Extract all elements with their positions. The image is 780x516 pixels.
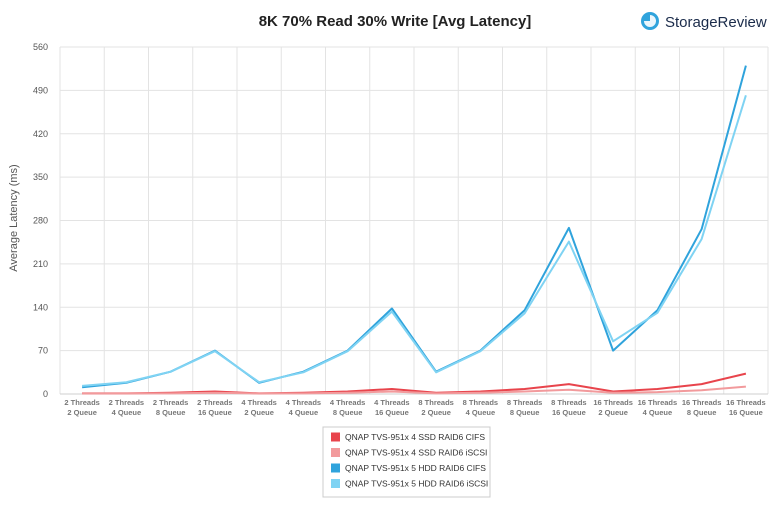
legend-label: QNAP TVS-951x 5 HDD RAID6 CIFS [345,463,486,473]
y-tick-label: 490 [33,85,48,95]
legend-swatch [331,432,340,442]
x-tick-label: 2 Threads 4 Queue [109,398,144,417]
y-tick-label: 280 [33,216,48,226]
x-tick-label: 16 Threads 4 Queue [638,398,678,417]
legend-swatch [331,448,340,457]
legend-swatch [331,463,340,473]
x-tick-label: 4 Threads 16 Queue [374,398,409,417]
brand-logo: StorageReview [641,12,767,31]
x-tick-label: 4 Threads 4 Queue [286,398,321,417]
legend-label: QNAP TVS-951x 5 HDD RAID6 iSCSI [345,479,488,489]
grid [59,46,769,395]
legend-box [322,426,491,498]
x-tick-label: 8 Threads 4 Queue [463,398,498,417]
chart-title: 8K 70% Read 30% Write [Avg Latency] [259,13,532,30]
x-tick-label: 16 Threads 2 Queue [593,398,633,417]
x-tick-label: 8 Threads 8 Queue [507,398,542,417]
x-tick-label: 2 Threads 2 Queue [64,398,99,417]
y-tick-label: 560 [33,42,48,52]
x-tick-label: 8 Threads 2 Queue [418,398,453,417]
y-tick-label: 140 [33,302,48,312]
x-tick-label: 4 Threads 2 Queue [241,398,276,417]
legend-label: QNAP TVS-951x 4 SSD RAID6 iSCSI [345,448,487,458]
legend-label: QNAP TVS-951x 4 SSD RAID6 CIFS [345,432,485,442]
y-tick-label: 350 [33,172,48,182]
y-tick-label: 420 [33,129,48,139]
series-lines [82,65,747,395]
y-axis-ticks: 0 70 140 210 280 350 420 490 560 [33,42,48,399]
y-tick-label: 0 [43,389,48,399]
x-tick-label: 4 Threads 8 Queue [330,398,365,417]
x-tick-label: 8 Threads 16 Queue [551,398,586,417]
legend-swatch [331,479,340,488]
x-tick-label: 2 Threads 8 Queue [153,398,188,417]
brand-name: StorageReview [665,14,767,31]
x-tick-label: 2 Threads 16 Queue [197,398,232,417]
y-tick-label: 70 [38,346,48,356]
x-tick-label: 16 Threads 16 Queue [726,398,766,417]
y-tick-label: 210 [33,259,48,269]
y-axis-label: Average Latency (ms) [8,164,20,271]
series-line [82,385,746,395]
series-line [82,95,747,387]
legend: QNAP TVS-951x 4 SSD RAID6 CIFS QNAP TVS-9… [322,426,491,498]
x-tick-label: 16 Threads 8 Queue [682,398,722,417]
x-axis-ticks: 2 Threads 2 Queue 2 Threads 4 Queue 2 Thread… [64,398,765,417]
